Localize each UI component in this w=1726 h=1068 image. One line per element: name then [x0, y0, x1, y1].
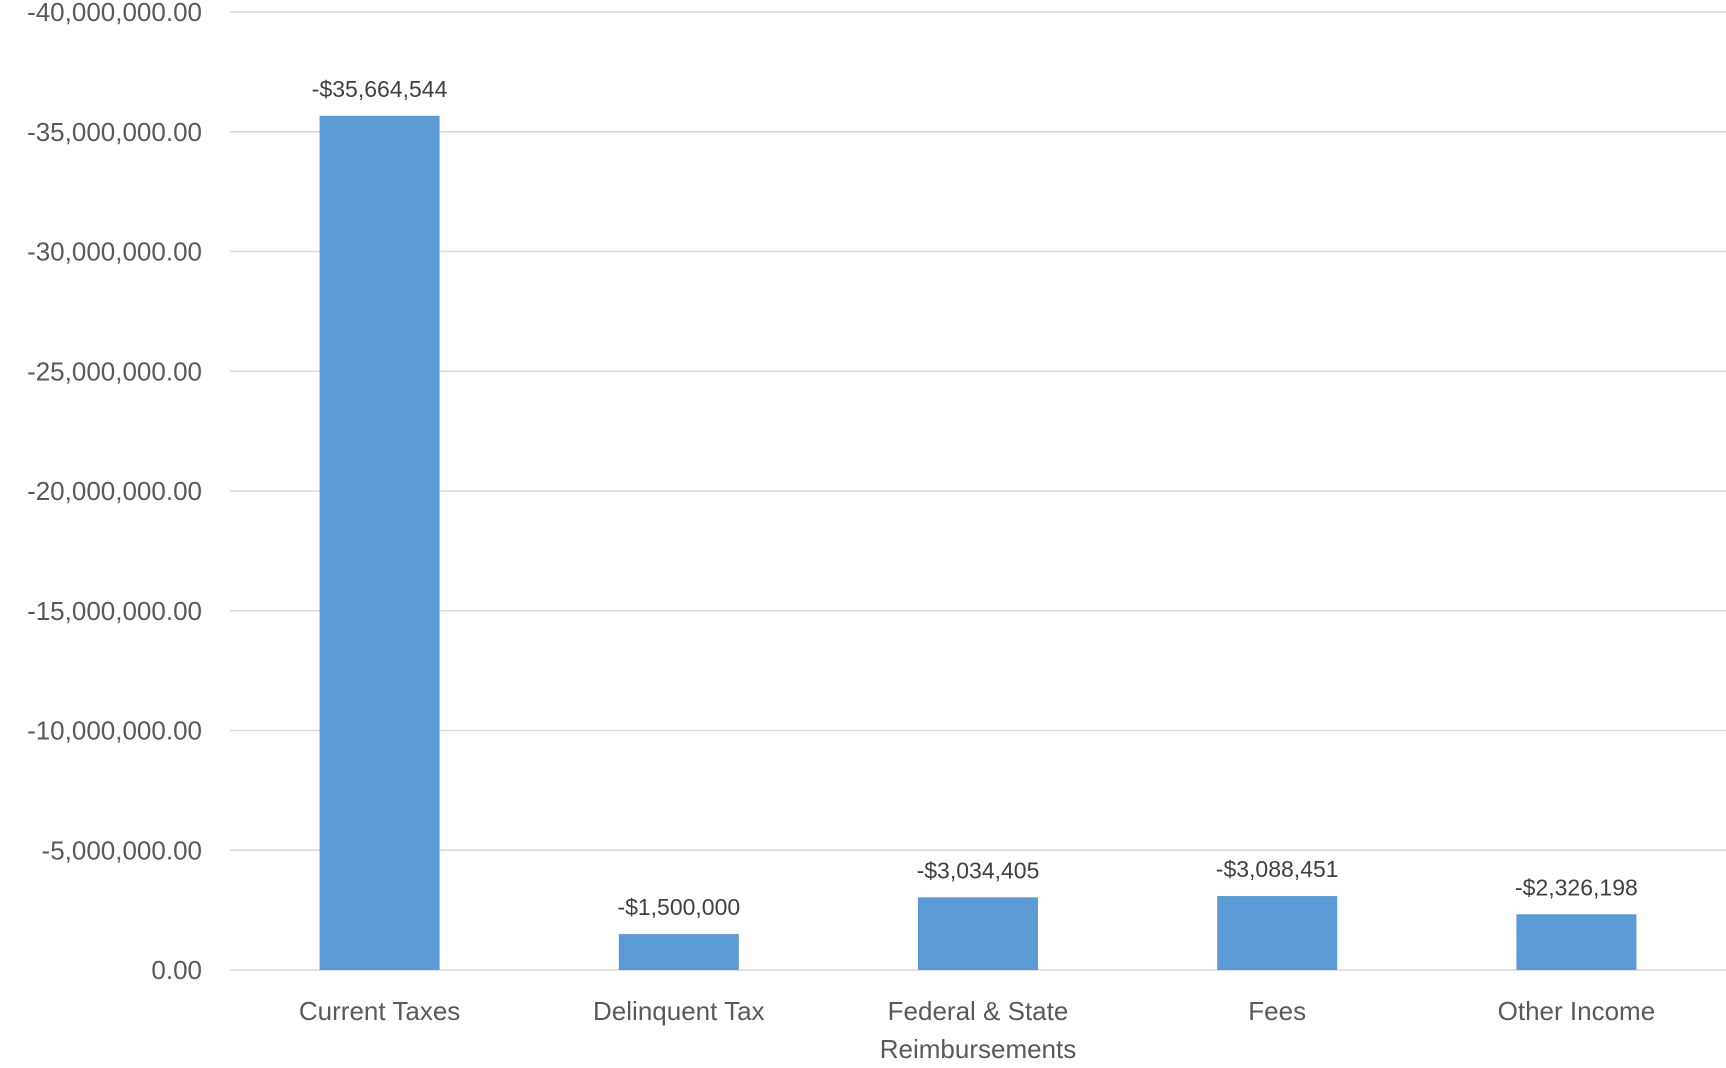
category-label: Federal & State — [888, 996, 1069, 1026]
y-tick-label: -20,000,000.00 — [27, 476, 202, 506]
category-label: Reimbursements — [880, 1034, 1077, 1063]
data-label: -$1,500,000 — [617, 894, 740, 920]
bar — [319, 115, 440, 970]
category-label: Current Taxes — [299, 996, 460, 1026]
y-tick-label: -40,000,000.00 — [27, 0, 202, 27]
category-label: Other Income — [1498, 996, 1656, 1026]
y-tick-label: 0.00 — [151, 955, 202, 985]
category-label: Delinquent Tax — [593, 996, 765, 1026]
bar — [918, 897, 1038, 970]
data-label: -$2,326,198 — [1515, 874, 1638, 900]
y-tick-label: -35,000,000.00 — [27, 117, 202, 147]
data-label: -$3,034,405 — [917, 857, 1040, 883]
y-tick-label: -5,000,000.00 — [42, 835, 202, 865]
gridlines — [230, 11, 1726, 971]
category-label: Fees — [1248, 996, 1306, 1026]
y-tick-label: -30,000,000.00 — [27, 237, 202, 267]
y-tick-label: -15,000,000.00 — [27, 596, 202, 626]
x-axis-category-labels: Current Taxes Delinquent Tax Federal & Sta… — [299, 996, 1656, 1064]
bars — [319, 115, 1637, 970]
y-axis-tick-labels: 0.00 -5,000,000.00 -10,000,000.00 -15,000,0… — [27, 0, 202, 985]
bar — [618, 934, 739, 970]
bar — [1217, 896, 1338, 970]
y-tick-label: -25,000,000.00 — [27, 356, 202, 386]
y-tick-label: -10,000,000.00 — [27, 716, 202, 746]
data-label: -$3,088,451 — [1216, 856, 1339, 882]
data-labels: -$35,664,544 -$1,500,000 -$3,034,405 -$3,08… — [312, 76, 1638, 920]
data-label: -$35,664,544 — [312, 76, 448, 102]
bar — [1516, 914, 1637, 970]
